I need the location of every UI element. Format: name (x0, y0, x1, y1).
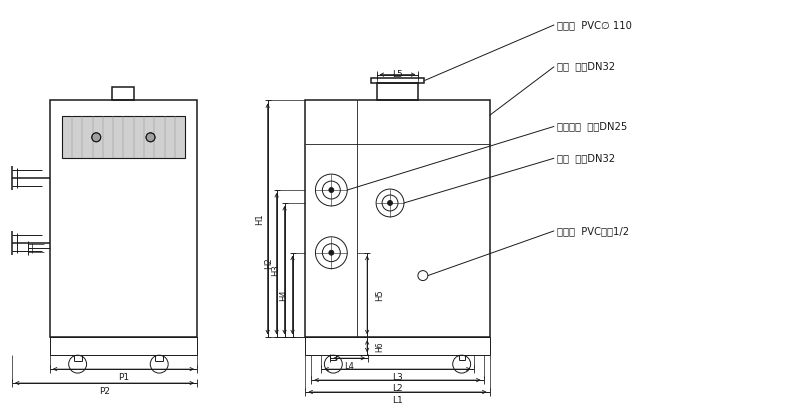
Circle shape (329, 250, 334, 255)
Text: H1: H1 (254, 213, 264, 225)
Text: 进水  法兰DN32: 进水 法兰DN32 (557, 153, 615, 163)
Text: 排烟口  PVC∅ 110: 排烟口 PVC∅ 110 (557, 20, 632, 30)
Text: L1: L1 (392, 396, 403, 405)
Bar (112, 87, 134, 101)
Text: P2: P2 (99, 387, 110, 396)
Circle shape (329, 188, 334, 193)
Text: 燃气进口  法兰DN25: 燃气进口 法兰DN25 (557, 121, 627, 131)
Bar (305, 101, 490, 337)
Bar (370, 78, 425, 83)
Bar (50, 101, 197, 337)
Text: H2: H2 (264, 258, 273, 269)
Text: L5: L5 (392, 70, 403, 79)
Text: H3: H3 (272, 264, 281, 276)
Circle shape (91, 133, 101, 142)
Bar (50, 337, 197, 355)
Text: L4: L4 (344, 362, 355, 371)
Circle shape (146, 133, 155, 142)
Text: 出水  法兰DN32: 出水 法兰DN32 (557, 61, 615, 72)
Text: H5: H5 (375, 289, 384, 301)
Bar (62, 116, 185, 158)
Bar (377, 83, 418, 101)
Text: H6: H6 (375, 341, 384, 352)
Text: H4: H4 (280, 289, 289, 301)
Text: L3: L3 (392, 373, 403, 382)
Circle shape (387, 201, 393, 206)
Text: 排水口  PVC软管1/2: 排水口 PVC软管1/2 (557, 226, 630, 236)
Text: P1: P1 (118, 373, 129, 382)
Text: L2: L2 (392, 384, 403, 393)
Bar (305, 337, 490, 355)
